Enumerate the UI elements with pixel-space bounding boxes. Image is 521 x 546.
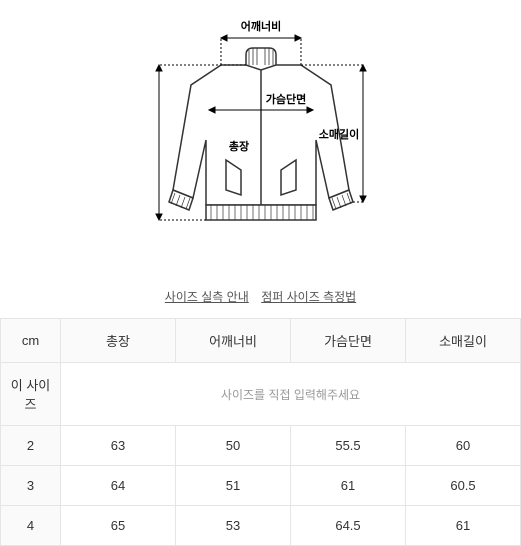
size-label: 4 — [1, 506, 61, 546]
size-label: 2 — [1, 426, 61, 466]
link-size-guide[interactable]: 사이즈 실측 안내 — [165, 290, 249, 304]
label-length: 총장 — [228, 139, 248, 153]
cell: 61 — [406, 506, 521, 546]
size-label: 3 — [1, 466, 61, 506]
input-placeholder-cell[interactable]: 사이즈를 직접 입력해주세요 — [61, 363, 521, 426]
input-row-label: 이 사이즈 — [1, 363, 61, 426]
link-measure-method[interactable]: 점퍼 사이즈 측정법 — [261, 290, 356, 304]
label-chest: 가슴단면 — [265, 92, 305, 106]
cell: 50 — [176, 426, 291, 466]
cell: 65 — [61, 506, 176, 546]
input-size-row: 이 사이즈 사이즈를 직접 입력해주세요 — [1, 363, 521, 426]
cell: 63 — [61, 426, 176, 466]
table-header-row: cm 총장 어깨너비 가슴단면 소매길이 — [1, 319, 521, 363]
col-header: 소매길이 — [406, 319, 521, 363]
table-row: 2 63 50 55.5 60 — [1, 426, 521, 466]
cell: 64.5 — [291, 506, 406, 546]
guide-links: 사이즈 실측 안내 점퍼 사이즈 측정법 — [0, 280, 521, 318]
col-header: 가슴단면 — [291, 319, 406, 363]
col-header: 총장 — [61, 319, 176, 363]
label-sleeve: 소매길이 — [318, 127, 358, 141]
size-table: cm 총장 어깨너비 가슴단면 소매길이 이 사이즈 사이즈를 직접 입력해주세… — [0, 318, 521, 546]
table-row: 4 65 53 64.5 61 — [1, 506, 521, 546]
unit-header: cm — [1, 319, 61, 363]
col-header: 어깨너비 — [176, 319, 291, 363]
label-shoulder: 어깨너비 — [240, 19, 280, 33]
cell: 60.5 — [406, 466, 521, 506]
cell: 64 — [61, 466, 176, 506]
table-row: 3 64 51 61 60.5 — [1, 466, 521, 506]
cell: 53 — [176, 506, 291, 546]
size-diagram: 어깨너비 가슴단면 총장 소매길이 — [0, 0, 521, 280]
cell: 55.5 — [291, 426, 406, 466]
cell: 51 — [176, 466, 291, 506]
jacket-svg: 어깨너비 가슴단면 총장 소매길이 — [131, 10, 391, 270]
cell: 61 — [291, 466, 406, 506]
cell: 60 — [406, 426, 521, 466]
